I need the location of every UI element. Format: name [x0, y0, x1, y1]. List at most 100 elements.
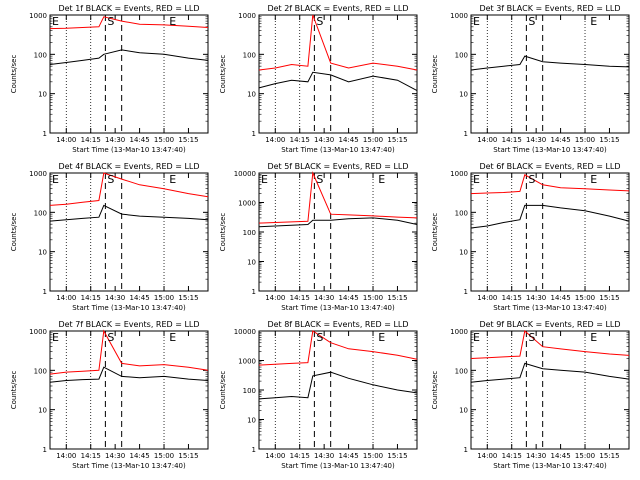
- y-tick-label: 100: [243, 229, 256, 237]
- x-tick-label: 15:00: [575, 136, 595, 144]
- y-tick-label: 100: [243, 387, 256, 395]
- x-tick-label: 14:00: [265, 452, 285, 460]
- y-axis-label: Counts/sec: [10, 371, 18, 410]
- panel-title: Det 4f BLACK = Events, RED = LLD: [58, 162, 199, 171]
- y-tick-label: 10000: [234, 170, 256, 178]
- plot-frame: [470, 172, 630, 292]
- events-series-line: [258, 371, 418, 400]
- x-tick-label: 14:45: [550, 452, 570, 460]
- y-tick-label: 1000: [450, 328, 468, 336]
- y-tick-label: 10: [38, 249, 47, 257]
- segment-marker-label: S: [316, 331, 323, 344]
- events-series-line: [49, 49, 209, 65]
- segment-marker-label: E: [261, 173, 268, 186]
- lld-series-line: [258, 14, 418, 71]
- panel-3: Det 3f BLACK = Events, RED = LLD 1 10 100 10…: [431, 4, 630, 154]
- y-tick-label: 1: [252, 130, 256, 138]
- panel-2: Det 2f BLACK = Events, RED = LLD 1 10 100 10…: [219, 4, 418, 154]
- x-tick-label: 15:00: [154, 452, 174, 460]
- panel-title: Det 2f BLACK = Events, RED = LLD: [267, 4, 408, 13]
- x-tick-label: 14:45: [129, 136, 149, 144]
- plot-frame: [258, 330, 418, 450]
- y-tick-label: 1: [464, 288, 468, 296]
- x-axis-label: Start Time (13-Mar-10 13:47:40): [281, 304, 395, 312]
- panel-4: Det 4f BLACK = Events, RED = LLD 1 10 100 10…: [10, 162, 209, 312]
- x-tick-label: 14:45: [338, 136, 358, 144]
- plot-frame: [49, 330, 209, 450]
- x-axis-label: Start Time (13-Mar-10 13:47:40): [493, 304, 607, 312]
- x-tick-label: 14:15: [81, 294, 101, 302]
- x-tick-label: 14:30: [526, 294, 546, 302]
- y-tick-label: 1: [43, 446, 47, 454]
- x-tick-label: 14:30: [526, 452, 546, 460]
- panel-6: Det 6f BLACK = Events, RED = LLD 1 10 100 10…: [431, 162, 630, 312]
- x-tick-label: 15:00: [575, 294, 595, 302]
- x-axis-label: Start Time (13-Mar-10 13:47:40): [493, 146, 607, 154]
- x-tick-label: 14:15: [81, 452, 101, 460]
- segment-marker-label: E: [52, 15, 59, 28]
- x-tick-label: 14:45: [338, 452, 358, 460]
- x-tick-label: 14:00: [56, 452, 76, 460]
- x-tick-label: 15:00: [363, 452, 383, 460]
- x-axis-label: Start Time (13-Mar-10 13:47:40): [281, 462, 395, 470]
- x-tick-label: 15:00: [154, 136, 174, 144]
- x-tick-label: 15:15: [599, 136, 619, 144]
- segment-marker-label: S: [528, 15, 535, 28]
- y-axis-label: Counts/sec: [10, 213, 18, 252]
- x-tick-label: 14:15: [290, 294, 310, 302]
- segment-marker-label: E: [169, 331, 176, 344]
- lld-series-line: [258, 330, 418, 366]
- panel-title: Det 7f BLACK = Events, RED = LLD: [58, 320, 199, 329]
- segment-marker-label: E: [52, 331, 59, 344]
- segment-marker-label: S: [107, 173, 114, 186]
- x-tick-label: 14:30: [105, 452, 125, 460]
- y-tick-label: 1000: [29, 328, 47, 336]
- x-tick-label: 14:15: [81, 136, 101, 144]
- x-tick-label: 14:15: [502, 136, 522, 144]
- y-axis-label: Counts/sec: [219, 213, 227, 252]
- plot-frame: [49, 14, 209, 134]
- x-tick-label: 15:15: [387, 136, 407, 144]
- y-tick-label: 1000: [238, 358, 256, 366]
- events-series-line: [258, 217, 418, 228]
- segment-marker-label: E: [590, 173, 597, 186]
- x-tick-label: 14:15: [502, 452, 522, 460]
- y-tick-label: 1: [43, 130, 47, 138]
- x-tick-label: 14:45: [129, 452, 149, 460]
- y-tick-label: 10: [247, 91, 256, 99]
- lld-series-line: [49, 16, 209, 30]
- segment-marker-label: E: [473, 331, 480, 344]
- lld-series-line: [470, 174, 630, 195]
- x-tick-label: 14:00: [265, 294, 285, 302]
- x-tick-label: 15:15: [387, 452, 407, 460]
- y-axis-label: Counts/sec: [10, 55, 18, 94]
- x-tick-label: 14:45: [550, 136, 570, 144]
- x-tick-label: 15:15: [178, 136, 198, 144]
- y-tick-label: 100: [34, 367, 47, 375]
- x-tick-label: 14:00: [265, 136, 285, 144]
- y-tick-label: 1000: [29, 170, 47, 178]
- lld-series-line: [470, 330, 630, 359]
- x-tick-label: 14:30: [314, 452, 334, 460]
- y-tick-label: 1000: [29, 12, 47, 20]
- lld-series-line: [49, 329, 209, 375]
- segment-marker-label: E: [169, 173, 176, 186]
- y-tick-label: 1: [252, 446, 256, 454]
- x-tick-label: 14:45: [550, 294, 570, 302]
- y-axis-label: Counts/sec: [431, 55, 439, 94]
- x-tick-label: 15:00: [363, 136, 383, 144]
- x-tick-label: 14:00: [56, 136, 76, 144]
- x-tick-label: 14:30: [314, 136, 334, 144]
- segment-marker-label: S: [107, 331, 114, 344]
- x-tick-label: 15:00: [363, 294, 383, 302]
- x-tick-label: 15:15: [599, 294, 619, 302]
- y-tick-label: 1: [43, 288, 47, 296]
- panel-8: Det 8f BLACK = Events, RED = LLD 1 10 100 10…: [219, 320, 418, 470]
- segment-marker-label: E: [169, 15, 176, 28]
- panel-title: Det 6f BLACK = Events, RED = LLD: [479, 162, 620, 171]
- segment-marker-label: S: [107, 15, 114, 28]
- y-tick-label: 1: [464, 446, 468, 454]
- plot-frame: [470, 14, 630, 134]
- y-tick-label: 10: [247, 417, 256, 425]
- events-series-line: [470, 204, 630, 229]
